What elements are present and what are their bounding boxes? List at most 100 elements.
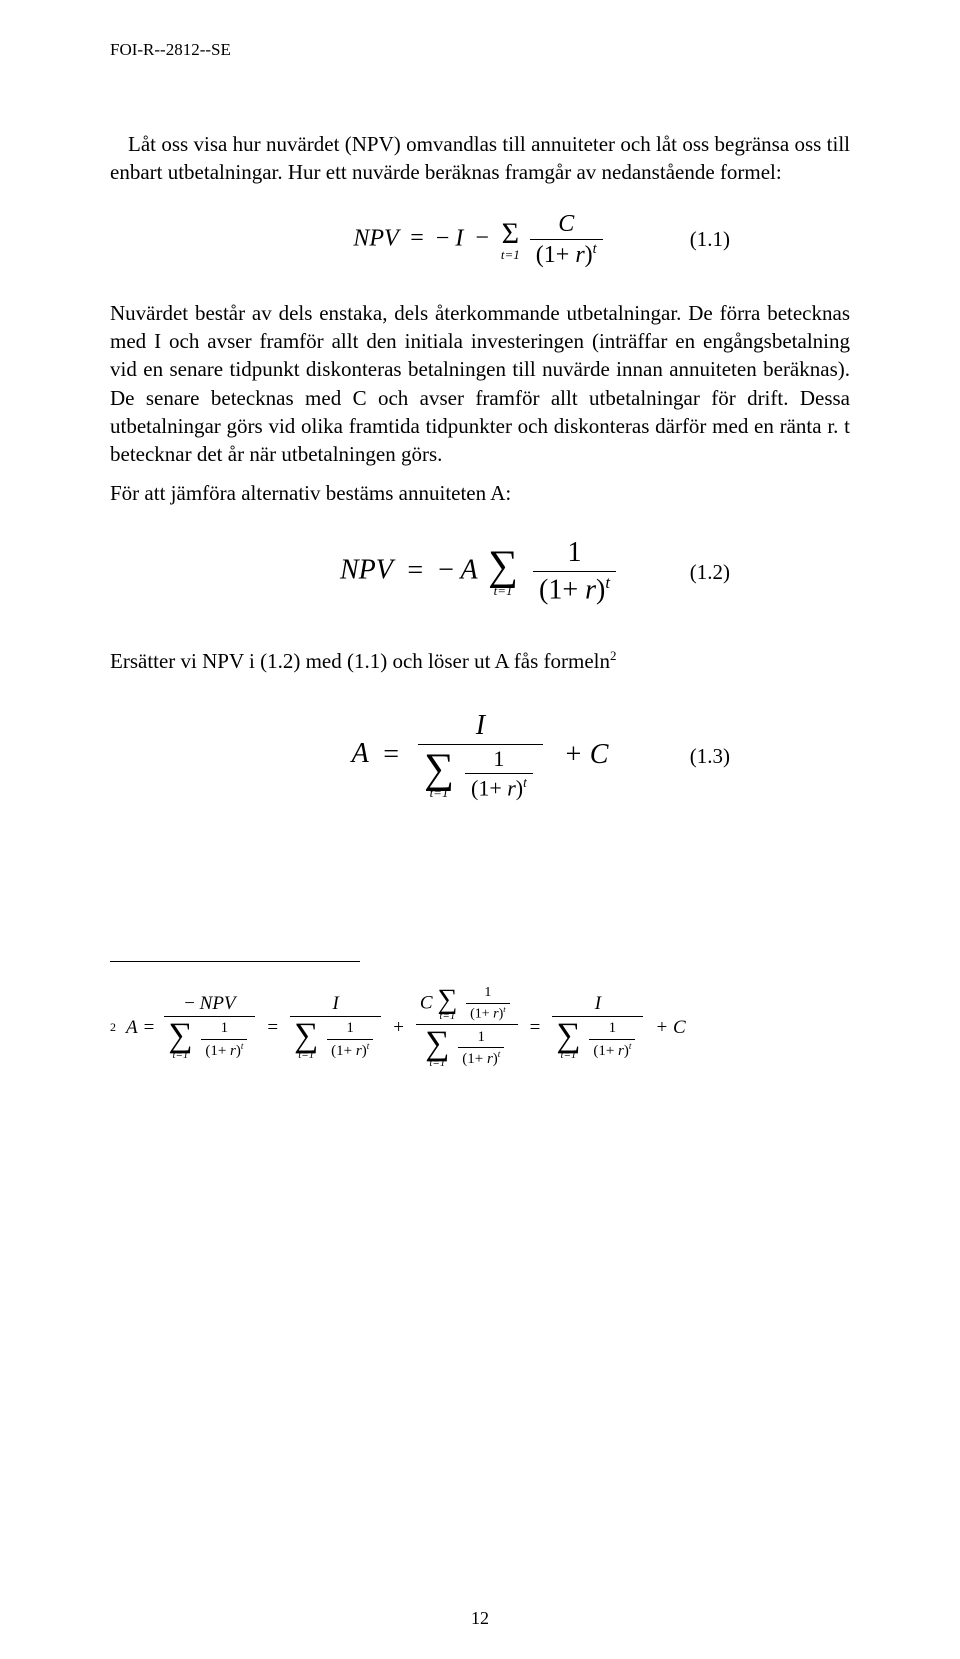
eq2-frac: 1 (1+ r)t xyxy=(533,538,616,606)
page: FOI-R--2812--SE Låt oss visa hur nuvärde… xyxy=(0,0,960,1659)
paragraph-4-footnote-ref: 2 xyxy=(610,648,617,663)
fn-term2-sum: ∑ t=1 xyxy=(294,1019,318,1062)
eq3-number: (1.3) xyxy=(690,744,730,769)
eq1-minus: − xyxy=(436,225,450,251)
equation-1-3: A = I ∑ t=1 1 (1+ r)t + C xyxy=(110,711,850,801)
fn-term4-inner-num: 1 xyxy=(589,1021,635,1040)
report-id: FOI-R--2812--SE xyxy=(110,40,850,60)
fn-term1-inner: 1 (1+ r)t xyxy=(201,1021,247,1060)
eq3-innerfrac-num: 1 xyxy=(465,747,533,774)
fn-term3-num-inner: 1 (1+ r)t xyxy=(466,986,510,1022)
equation-1-1: NPV = − I − Σ t=1 C (1+ r)t (1.1) xyxy=(110,205,850,275)
eq3-bigfrac-num: I xyxy=(418,711,543,745)
eq2-r: r xyxy=(585,574,596,605)
eq1-number: (1.1) xyxy=(690,227,730,252)
fn-term4-inner-den: (1+ r)t xyxy=(589,1040,635,1060)
fn-term4: I ∑ t=1 1 (1+ r)t xyxy=(552,994,643,1061)
fn-term3-num-sumsub: t=1 xyxy=(437,1011,457,1023)
eq1-I: I xyxy=(455,225,463,251)
footnote-equation: A = − NPV ∑ t=1 1 (1+ r)t = xyxy=(126,986,686,1070)
eq3-r: r xyxy=(507,776,516,801)
fn-term2-inner-num: 1 xyxy=(327,1021,373,1040)
footnote-rule xyxy=(110,961,360,962)
eq1-sigma: Σ xyxy=(502,217,519,250)
eq3-A: A xyxy=(352,739,369,770)
eq1-sigma-sub: t=1 xyxy=(501,247,520,263)
eq3-plus: + xyxy=(489,776,501,801)
paragraph-3: För att jämföra alternativ bestäms annui… xyxy=(110,479,850,507)
eq2-frac-den: (1+ r)t xyxy=(533,572,616,606)
eq2-exp: t xyxy=(605,573,610,592)
page-number: 12 xyxy=(0,1608,960,1629)
fn-term2-inner: 1 (1+ r)t xyxy=(327,1021,373,1060)
fn-term2-inner-den: (1+ r)t xyxy=(327,1040,373,1060)
eq2-number: (1.2) xyxy=(690,560,730,585)
fn-term1-inner-num: 1 xyxy=(201,1021,247,1040)
eq1-plus: + xyxy=(556,242,570,268)
fn-eq1: = xyxy=(144,1017,155,1039)
eq2-one: 1 xyxy=(548,574,562,605)
fn-term3-den-inner-den: (1+ r)t xyxy=(458,1048,504,1068)
paragraph-4-text: Ersätter vi NPV i (1.2) med (1.1) och lö… xyxy=(110,649,610,673)
fn-plus1: + xyxy=(393,1017,404,1039)
eq2-sum-block: ∑ t=1 xyxy=(488,545,518,599)
eq1-frac-num: C xyxy=(530,211,603,240)
eq2-lhs: NPV xyxy=(340,555,392,586)
fn-term2: I ∑ t=1 1 (1+ r)t xyxy=(290,994,381,1061)
eq3-innerfrac-den: (1+ r)t xyxy=(465,774,533,801)
eq1-sigma-block: Σ t=1 xyxy=(501,217,520,263)
footnote-mark: 2 xyxy=(110,1020,116,1035)
eq3-bigfrac: I ∑ t=1 1 (1+ r)t xyxy=(418,711,543,801)
fn-eq3: = xyxy=(530,1017,541,1039)
fn-term2-den: ∑ t=1 1 (1+ r)t xyxy=(290,1017,381,1062)
eq3-sum-block: ∑ t=1 xyxy=(424,748,454,800)
fn-term3-den: ∑ t=1 1 (1+ r)t xyxy=(416,1025,518,1070)
eq2-minus: − xyxy=(438,555,454,586)
fn-term1-inner-den: (1+ r)t xyxy=(201,1040,247,1060)
fn-term1-npv: NPV xyxy=(200,993,236,1014)
eq1-exp: t xyxy=(593,241,597,257)
eq2-plus: + xyxy=(562,574,578,605)
eq2-A: A xyxy=(460,555,477,586)
eq1-minus2: − xyxy=(475,225,489,251)
eq1-r: r xyxy=(575,242,584,268)
fn-term4-den: ∑ t=1 1 (1+ r)t xyxy=(552,1017,643,1062)
eq3-equals: = xyxy=(383,739,399,770)
eq2-frac-num: 1 xyxy=(533,538,616,572)
eq1-equals: = xyxy=(410,225,424,251)
paragraph-1: Låt oss visa hur nuvärdet (NPV) omvandla… xyxy=(110,130,850,187)
fn-term1: − NPV ∑ t=1 1 (1+ r)t xyxy=(164,994,255,1061)
fn-term4-num: I xyxy=(552,994,643,1017)
fn-term4-inner: 1 (1+ r)t xyxy=(589,1021,635,1060)
footnote-2: 2 A = − NPV ∑ t=1 1 (1+ r)t xyxy=(110,986,850,1070)
eq3-innerfrac: 1 (1+ r)t xyxy=(465,747,533,801)
fn-eq2: = xyxy=(267,1017,278,1039)
fn-term3-den-sum: ∑ t=1 xyxy=(425,1027,449,1070)
eq1-frac: C (1+ r)t xyxy=(530,211,603,269)
eq1-lhs: NPV xyxy=(353,225,398,251)
fn-term3-C: C xyxy=(420,993,433,1014)
eq3-plusC: + C xyxy=(564,739,609,770)
equation-1-2: NPV = − A ∑ t=1 1 (1+ r)t (1.2) xyxy=(110,537,850,607)
fn-term1-den: ∑ t=1 1 (1+ r)t xyxy=(164,1017,255,1062)
eq1-one: 1 xyxy=(544,242,556,268)
fn-term3-den-inner: 1 (1+ r)t xyxy=(458,1030,504,1069)
eq2-equals: = xyxy=(407,555,423,586)
fn-term1-sum: ∑ t=1 xyxy=(168,1019,192,1062)
paragraph-4: Ersätter vi NPV i (1.2) med (1.1) och lö… xyxy=(110,647,850,675)
eq3-one: 1 xyxy=(478,776,489,801)
fn-term1-num: − NPV xyxy=(164,994,255,1017)
fn-term4-sum: ∑ t=1 xyxy=(556,1019,580,1062)
fn-term3-num-inner-den: (1+ r)t xyxy=(466,1004,510,1022)
fn-A: A xyxy=(126,1017,138,1039)
fn-plusC: + C xyxy=(655,1017,685,1039)
fn-term1-minus: − xyxy=(184,993,195,1014)
fn-term3: C ∑ t=1 1 (1+ r)t ∑ t=1 xyxy=(416,986,518,1070)
fn-term3-num: C ∑ t=1 1 (1+ r)t xyxy=(416,986,518,1026)
eq1-frac-den: (1+ r)t xyxy=(530,240,603,268)
fn-term2-num: I xyxy=(290,994,381,1017)
eq3-exp: t xyxy=(523,775,527,790)
fn-term3-num-inner-num: 1 xyxy=(466,986,510,1004)
fn-term3-num-sum: ∑ t=1 xyxy=(437,986,457,1023)
paragraph-2: Nuvärdet består av dels enstaka, dels åt… xyxy=(110,299,850,469)
